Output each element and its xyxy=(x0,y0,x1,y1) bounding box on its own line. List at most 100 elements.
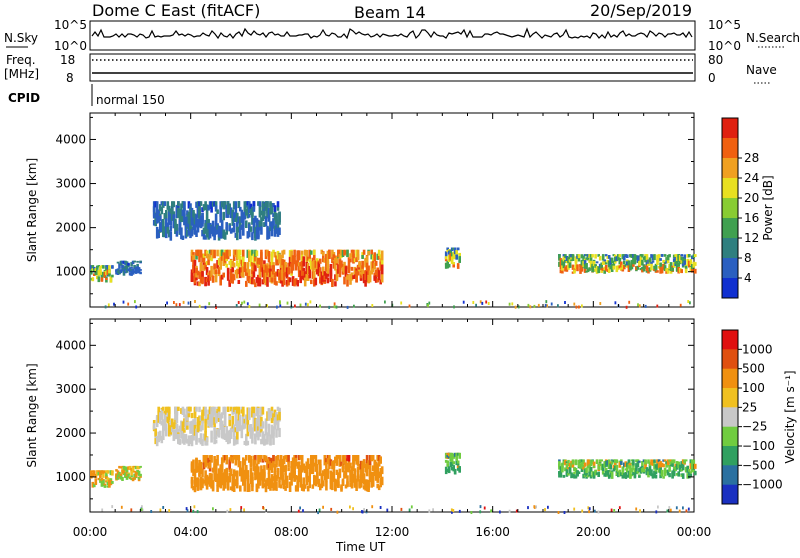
echo-cell xyxy=(573,471,576,475)
echo-cell xyxy=(614,459,617,462)
echo-cell xyxy=(617,265,620,270)
echo-cell xyxy=(236,212,239,226)
echo-cell xyxy=(245,433,248,446)
echo-cell xyxy=(195,214,198,221)
echo-cell xyxy=(231,227,234,233)
echo-cell xyxy=(665,268,668,272)
echo-cell xyxy=(152,220,156,226)
echo-cell xyxy=(444,466,448,472)
echo-cell xyxy=(680,259,683,264)
echo-cell xyxy=(629,268,632,271)
echo-cell xyxy=(216,455,219,466)
noise-cell xyxy=(371,304,374,307)
echo-cell xyxy=(207,205,210,211)
echo-cell xyxy=(633,468,637,474)
echo-cell xyxy=(326,458,330,465)
echo-cell xyxy=(574,264,578,270)
echo-cell xyxy=(165,218,168,232)
echo-cell xyxy=(665,261,668,264)
echo-cell xyxy=(195,230,198,237)
echo-cell xyxy=(109,276,113,283)
echo-cell xyxy=(239,255,242,265)
echo-cell xyxy=(650,263,653,271)
echo-cell xyxy=(163,413,167,427)
echo-cell xyxy=(192,265,195,273)
echo-cell xyxy=(214,201,218,210)
echo-cell xyxy=(216,428,219,437)
echo-cell xyxy=(255,483,259,491)
echo-cell xyxy=(189,207,192,221)
echo-cell xyxy=(261,469,265,479)
echo-cell xyxy=(361,475,364,484)
echo-cell xyxy=(225,263,228,268)
echo-cell xyxy=(109,480,113,486)
echo-cell xyxy=(242,249,245,258)
echo-cell xyxy=(239,414,242,426)
echo-cell xyxy=(648,257,652,263)
echo-cell xyxy=(202,253,206,258)
echo-cell xyxy=(121,268,124,272)
echo-cell xyxy=(606,470,609,476)
echo-cell xyxy=(267,472,271,484)
echo-cell xyxy=(285,279,289,285)
echo-cell xyxy=(106,485,110,488)
echo-cell xyxy=(111,481,114,484)
echo-cell xyxy=(133,265,136,269)
beam-label: Beam 14 xyxy=(354,3,426,22)
echo-cell xyxy=(585,270,588,273)
echo-cell xyxy=(229,271,233,283)
echo-cell xyxy=(633,254,637,260)
noise-cell xyxy=(194,300,196,303)
echo-cell xyxy=(650,472,653,477)
echo-cell xyxy=(688,260,691,268)
echo-cell xyxy=(168,422,171,436)
echo-cell xyxy=(577,257,581,262)
echo-cell xyxy=(162,419,165,433)
echo-cell xyxy=(452,247,455,250)
echo-cell xyxy=(266,208,269,218)
echo-cell xyxy=(219,423,222,430)
echo-cell xyxy=(190,434,194,447)
echo-cell xyxy=(217,406,221,412)
echo-cell xyxy=(276,250,280,260)
echo-cell xyxy=(103,485,107,488)
echo-cell xyxy=(314,260,318,268)
echo-cell xyxy=(207,275,210,286)
echo-cell xyxy=(272,265,275,275)
echo-cell xyxy=(582,473,585,479)
echo-cell xyxy=(252,406,256,419)
echo-cell xyxy=(229,455,233,462)
echo-cell xyxy=(358,481,361,487)
echo-cell xyxy=(118,272,121,275)
echo-cell xyxy=(582,261,585,267)
echo-cell xyxy=(213,249,216,259)
echo-cell xyxy=(653,463,656,470)
echo-cell xyxy=(97,477,101,481)
echo-cell xyxy=(293,455,296,463)
echo-cell xyxy=(350,249,354,255)
echo-cell xyxy=(642,459,646,463)
echo-cell xyxy=(694,262,697,266)
echo-cell xyxy=(125,268,129,270)
echo-cell xyxy=(118,269,121,275)
echo-cell xyxy=(157,431,160,438)
echo-cell xyxy=(228,203,231,215)
echo-cell xyxy=(287,467,290,472)
echo-cell xyxy=(677,461,680,466)
echo-cell xyxy=(325,470,328,483)
echo-cell xyxy=(290,466,293,478)
echo-cell xyxy=(279,255,283,268)
echo-cell xyxy=(263,455,266,461)
echo-cell xyxy=(234,249,238,255)
echo-cell xyxy=(692,261,696,268)
echo-cell xyxy=(612,460,616,463)
echo-cell xyxy=(585,257,588,260)
noise-cell xyxy=(689,301,691,305)
echo-cell xyxy=(656,270,659,273)
echo-cell xyxy=(219,249,222,257)
echo-cell xyxy=(574,467,578,473)
echo-cell xyxy=(264,439,268,445)
echo-cell xyxy=(674,463,677,467)
echo-cell xyxy=(243,459,247,466)
echo-cell xyxy=(202,479,206,484)
